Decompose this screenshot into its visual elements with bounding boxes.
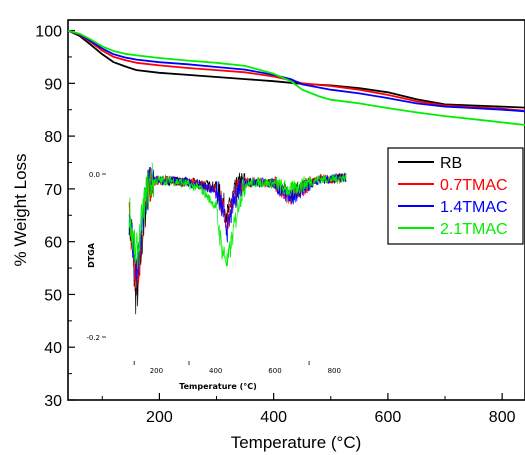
main-y-axis-label: % Weight Loss <box>11 153 30 266</box>
main-y-tick-label: 90 <box>44 76 62 93</box>
inset-x-tick-label: 800 <box>328 367 341 375</box>
series-line-1-4tmac <box>67 29 525 113</box>
inset-series-line-2-1tmac <box>128 162 347 270</box>
inset-x-tick-label: 600 <box>268 367 281 375</box>
inset-y-axis-label: DTGA <box>87 242 96 268</box>
legend-label-1-4tmac: 1.4TMAC <box>440 199 508 216</box>
main-y-tick-label: 70 <box>44 182 62 199</box>
legend-label-0-7tmac: 0.7TMAC <box>440 177 508 194</box>
main-y-tick-label: 50 <box>44 287 62 304</box>
legend-label-rb: RB <box>440 155 462 172</box>
series-line-rb <box>67 29 525 109</box>
main-x-tick-label: 800 <box>489 409 516 426</box>
main-x-tick-label: 200 <box>146 409 173 426</box>
main-y-tick-label: 60 <box>44 235 62 252</box>
main-x-axis-label: Temperature (°C) <box>231 433 362 452</box>
main-x-tick-label: 600 <box>375 409 402 426</box>
main-y-tick-label: 100 <box>35 24 62 41</box>
inset-x-tick-label: 200 <box>150 367 163 375</box>
main-y-tick-label: 80 <box>44 129 62 146</box>
series-line-0-7tmac <box>67 29 525 112</box>
inset-y-tick-label: -0.2 <box>86 334 100 342</box>
inset-background <box>100 144 366 375</box>
series-line-2-1tmac <box>67 29 525 126</box>
inset-y-tick-label: 0.0 <box>89 171 100 179</box>
inset-x-tick-label: 400 <box>209 367 222 375</box>
main-plot-frame <box>67 19 525 401</box>
legend-label-2-1tmac: 2.1TMAC <box>440 221 508 238</box>
main-x-tick-label: 400 <box>260 409 287 426</box>
main-y-tick-label: 40 <box>44 340 62 357</box>
main-y-tick-label: 30 <box>44 393 62 410</box>
inset-x-axis-label: Temperature (°C) <box>179 382 257 391</box>
